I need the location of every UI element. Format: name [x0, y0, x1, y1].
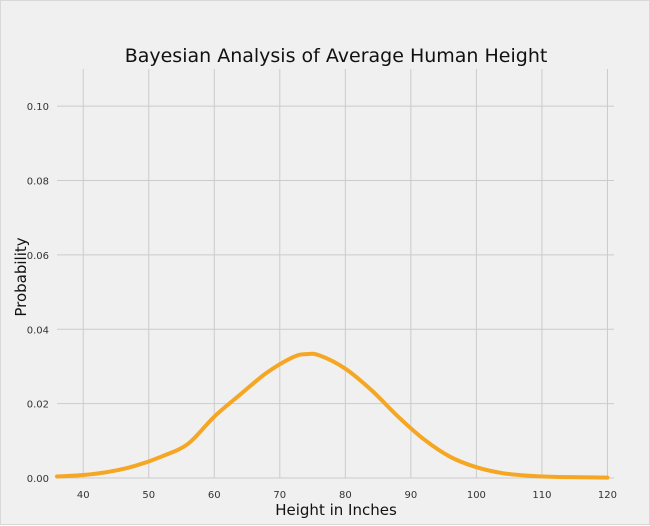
x-axis-title: Height in Inches — [275, 501, 397, 519]
y-tick-label: 0.10 — [27, 102, 49, 113]
y-tick-label: 0.04 — [27, 325, 49, 336]
x-tick-label: 110 — [532, 490, 551, 501]
x-tick-label: 100 — [467, 490, 486, 501]
x-tick-label: 80 — [339, 490, 352, 501]
x-tick-label: 90 — [404, 490, 417, 501]
x-tick-label: 40 — [77, 490, 90, 501]
y-tick-label: 0.00 — [27, 474, 49, 485]
series-layer — [55, 351, 610, 480]
tick-labels: 40 50 60 70 80 90 100 110 120 0.00 0.02 0.04 0.06 0.0… — [27, 102, 617, 501]
y-tick-label: 0.08 — [27, 177, 49, 188]
x-tick-label: 120 — [598, 490, 617, 501]
series-line — [55, 351, 610, 480]
x-tick-label: 70 — [273, 490, 286, 501]
grid — [57, 69, 614, 479]
y-tick-label: 0.02 — [27, 400, 49, 411]
x-tick-label: 50 — [142, 490, 155, 501]
x-tick-label: 60 — [208, 490, 221, 501]
chart-title: Bayesian Analysis of Average Human Heigh… — [125, 45, 548, 67]
y-tick-label: 0.06 — [27, 251, 49, 262]
y-axis-title: Probability — [12, 237, 30, 316]
